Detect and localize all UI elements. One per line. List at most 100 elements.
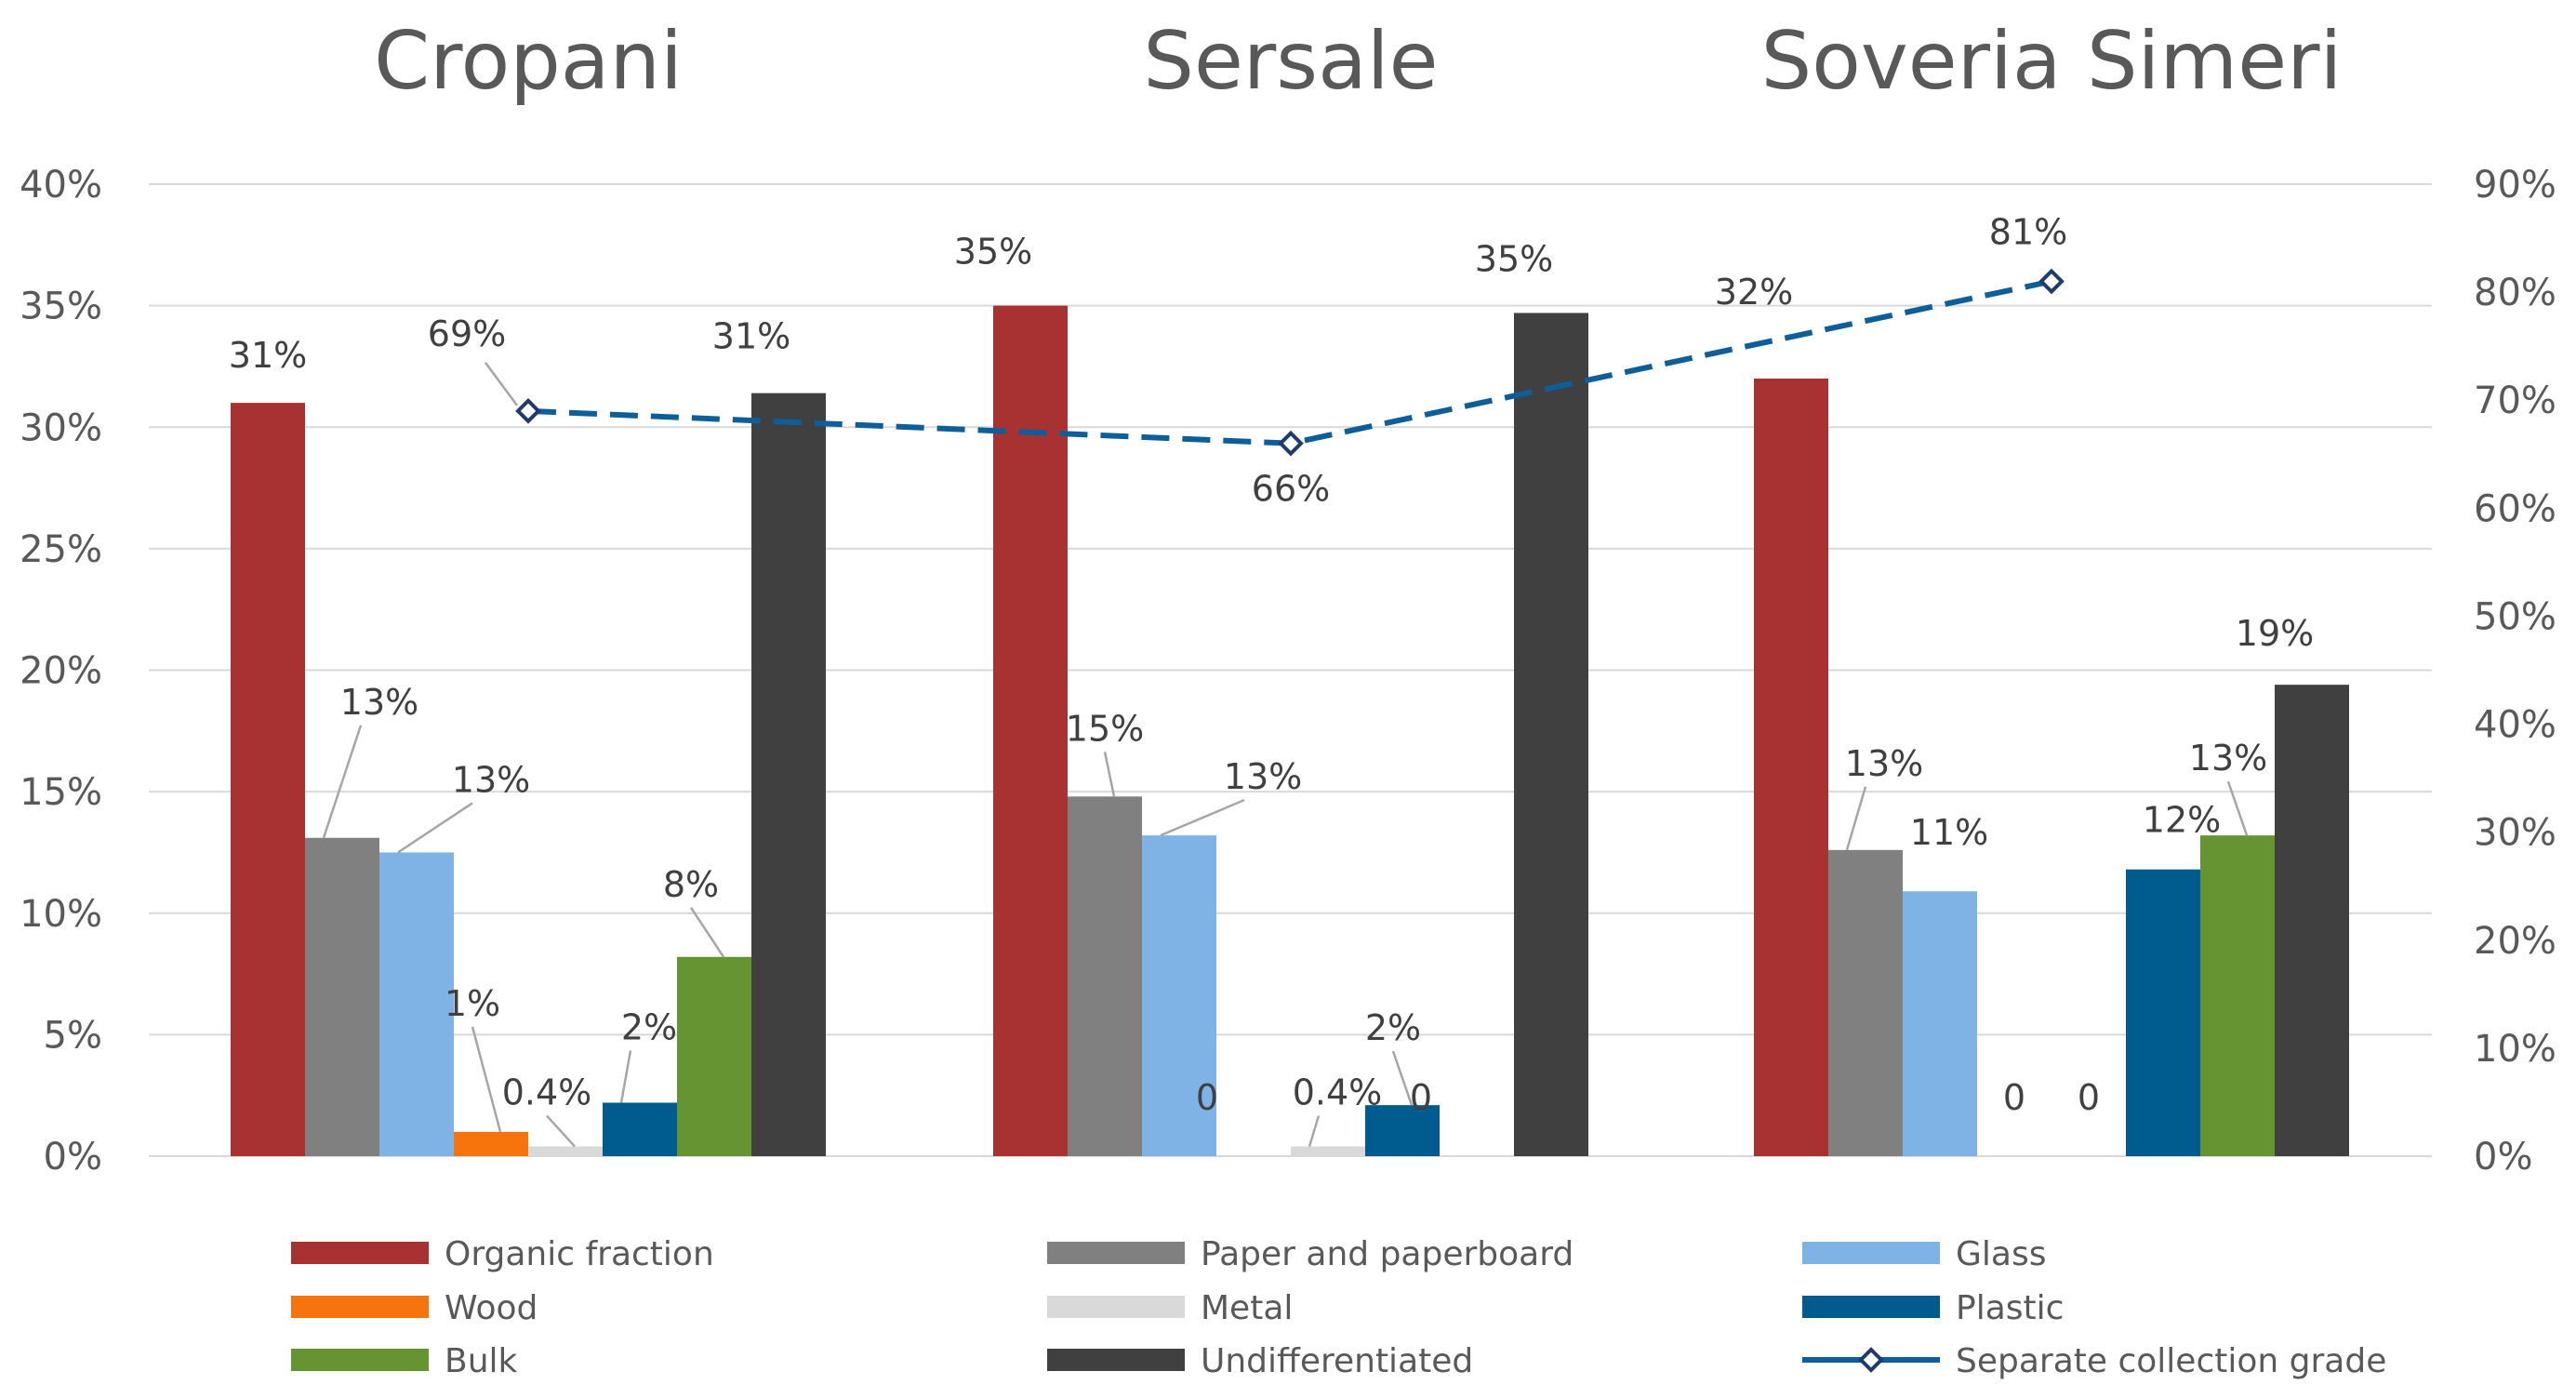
data-label-cropani-organic-fraction: 31%	[229, 335, 307, 376]
left-axis-tick: 20%	[20, 650, 102, 693]
leader-cropani-wood	[471, 1026, 502, 1133]
bar-cropani-undifferentiated	[751, 393, 826, 1156]
leader-cropani-paper-and-paperboard	[322, 725, 363, 839]
data-label-soveria-simeri-paper-and-paperboard: 13%	[1845, 743, 1923, 784]
data-label-soveria-simeri-wood: 0	[2003, 1077, 2025, 1118]
gridlines	[149, 183, 2432, 1157]
data-label-cropani-paper-and-paperboard: 13%	[340, 682, 418, 723]
data-label-soveria-simeri-glass: 11%	[1910, 812, 1988, 853]
bar-soveria-simeri-organic-fraction	[1754, 379, 1828, 1156]
data-label-soveria-simeri-bulk: 13%	[2189, 738, 2267, 779]
bar-soveria-simeri-plastic	[2126, 869, 2200, 1156]
bar-cropani-wood	[454, 1131, 528, 1156]
leader-cropani-glass	[397, 802, 473, 854]
legend-wood-swatch	[291, 1296, 429, 1318]
bar-sersale-organic-fraction	[993, 305, 1068, 1156]
right-axis-tick: 90%	[2474, 164, 2556, 206]
leader-cropani-bulk	[689, 907, 725, 958]
data-label-sersale-bulk: 0	[1410, 1077, 1432, 1118]
legend-bulk-label: Bulk	[445, 1342, 518, 1380]
leader-cropani-metal	[546, 1114, 576, 1148]
legend: Organic fraction Paper and paperboard Glas…	[291, 1235, 2386, 1380]
leader-soveria-simeri-paper-and-paperboard	[1845, 786, 1867, 851]
data-label-cropani-glass: 13%	[452, 759, 530, 800]
right-axis-tick: 60%	[2474, 487, 2556, 530]
group-title-soveria-simeri: Soveria Simeri	[1761, 15, 2343, 108]
legend-bulk-swatch	[291, 1349, 429, 1371]
legend-glass-swatch	[1802, 1242, 1940, 1264]
legend-metal-swatch	[1047, 1296, 1185, 1318]
leader-sersale-metal	[1308, 1115, 1321, 1147]
leader-cropani-plastic	[619, 1050, 632, 1103]
leader-collection-grade-cropani	[484, 362, 519, 406]
left-axis-tick: 35%	[20, 286, 102, 328]
legend-undifferentiated: Undifferentiated	[1047, 1342, 1473, 1380]
bar-cropani-organic-fraction	[231, 403, 305, 1156]
legend-wood-label: Wood	[445, 1289, 538, 1327]
data-label-sersale-undifferentiated: 35%	[1475, 238, 1553, 279]
left-axis-tick: 40%	[20, 164, 102, 206]
legend-paper-and-paperboard: Paper and paperboard	[1047, 1235, 1573, 1273]
data-label-soveria-simeri-plastic: 12%	[2143, 800, 2221, 841]
bar-cropani-paper-and-paperboard	[305, 837, 379, 1156]
legend-bulk: Bulk	[291, 1342, 518, 1380]
bars	[231, 305, 2349, 1156]
bar-cropani-metal	[528, 1146, 603, 1156]
data-label-cropani-plastic: 2%	[621, 1007, 677, 1048]
right-axis-tick: 40%	[2474, 704, 2556, 747]
collection-grade-label-soveria-simeri: 81%	[1989, 212, 2067, 253]
left-axis-tick: 0%	[44, 1136, 102, 1178]
right-axis-tick: 10%	[2474, 1028, 2556, 1071]
legend-organic-fraction-swatch	[291, 1242, 429, 1264]
bar-soveria-simeri-glass	[1903, 891, 1977, 1156]
collection-grade-line	[515, 268, 2065, 457]
right-axis-tick: 0%	[2474, 1136, 2532, 1178]
legend-paper-and-paperboard-label: Paper and paperboard	[1201, 1235, 1573, 1273]
data-label-cropani-metal: 0.4%	[502, 1072, 592, 1113]
data-label-sersale-glass: 13%	[1224, 756, 1302, 797]
legend-separate-collection-grade-label: Separate collection grade	[1956, 1342, 2386, 1380]
legend-plastic: Plastic	[1802, 1289, 2064, 1327]
collection-grade-label-cropani: 69%	[428, 313, 506, 354]
legend-undifferentiated-label: Undifferentiated	[1201, 1342, 1473, 1380]
legend-metal-label: Metal	[1201, 1289, 1293, 1327]
axis-ticks: 0% 5% 10% 15% 20% 25% 30% 35% 40% 0% 10% 20% 30% 40% 5…	[20, 164, 2556, 1178]
legend-wood: Wood	[291, 1289, 538, 1327]
right-axis-tick: 30%	[2474, 812, 2556, 855]
bar-sersale-plastic	[1365, 1105, 1440, 1156]
collection-grade-marker-soveria-simeri	[2038, 268, 2065, 295]
left-axis-tick: 15%	[20, 771, 102, 814]
bar-cropani-bulk	[677, 956, 751, 1156]
right-axis-tick: 50%	[2474, 595, 2556, 638]
right-axis-tick: 20%	[2474, 920, 2556, 963]
data-label-cropani-wood: 1%	[445, 983, 500, 1024]
legend-separate-collection-grade: Separate collection grade	[1802, 1342, 2386, 1380]
legend-plastic-label: Plastic	[1956, 1289, 2064, 1327]
left-axis-tick: 30%	[20, 406, 102, 449]
collection-grade-marker-cropani	[515, 398, 541, 424]
legend-glass: Glass	[1802, 1235, 2046, 1273]
left-axis-tick: 25%	[20, 528, 102, 571]
bar-soveria-simeri-undifferentiated	[2275, 685, 2349, 1156]
bar-soveria-simeri-bulk	[2200, 835, 2275, 1156]
leader-sersale-plastic	[1391, 1050, 1414, 1106]
group-title-sersale: Sersale	[1143, 15, 1438, 108]
group-title-cropani: Cropani	[374, 15, 683, 108]
right-axis-tick: 80%	[2474, 272, 2556, 314]
collection-grade-label-sersale: 66%	[1252, 469, 1330, 510]
legend-separate-collection-grade-marker	[1858, 1347, 1884, 1373]
bar-cropani-plastic	[603, 1102, 677, 1156]
bar-sersale-metal	[1291, 1146, 1365, 1156]
legend-paper-and-paperboard-swatch	[1047, 1242, 1185, 1264]
data-label-cropani-bulk: 8%	[663, 864, 719, 905]
data-labels: 31% 13% 13% 1% 0.4% 2% 8% 31% 35% 15% 13% 0 0.4% 2% 0 3…	[229, 212, 2314, 1119]
legend-organic-fraction: Organic fraction	[291, 1235, 714, 1273]
leader-sersale-glass	[1160, 798, 1245, 837]
leader-soveria-simeri-bulk	[2226, 780, 2249, 836]
bar-sersale-undifferentiated	[1514, 313, 1588, 1156]
data-label-sersale-paper-and-paperboard: 15%	[1066, 708, 1144, 749]
data-label-sersale-plastic: 2%	[1365, 1007, 1421, 1048]
bar-sersale-paper-and-paperboard	[1068, 796, 1142, 1156]
leader-sersale-paper-and-paperboard	[1103, 752, 1116, 797]
